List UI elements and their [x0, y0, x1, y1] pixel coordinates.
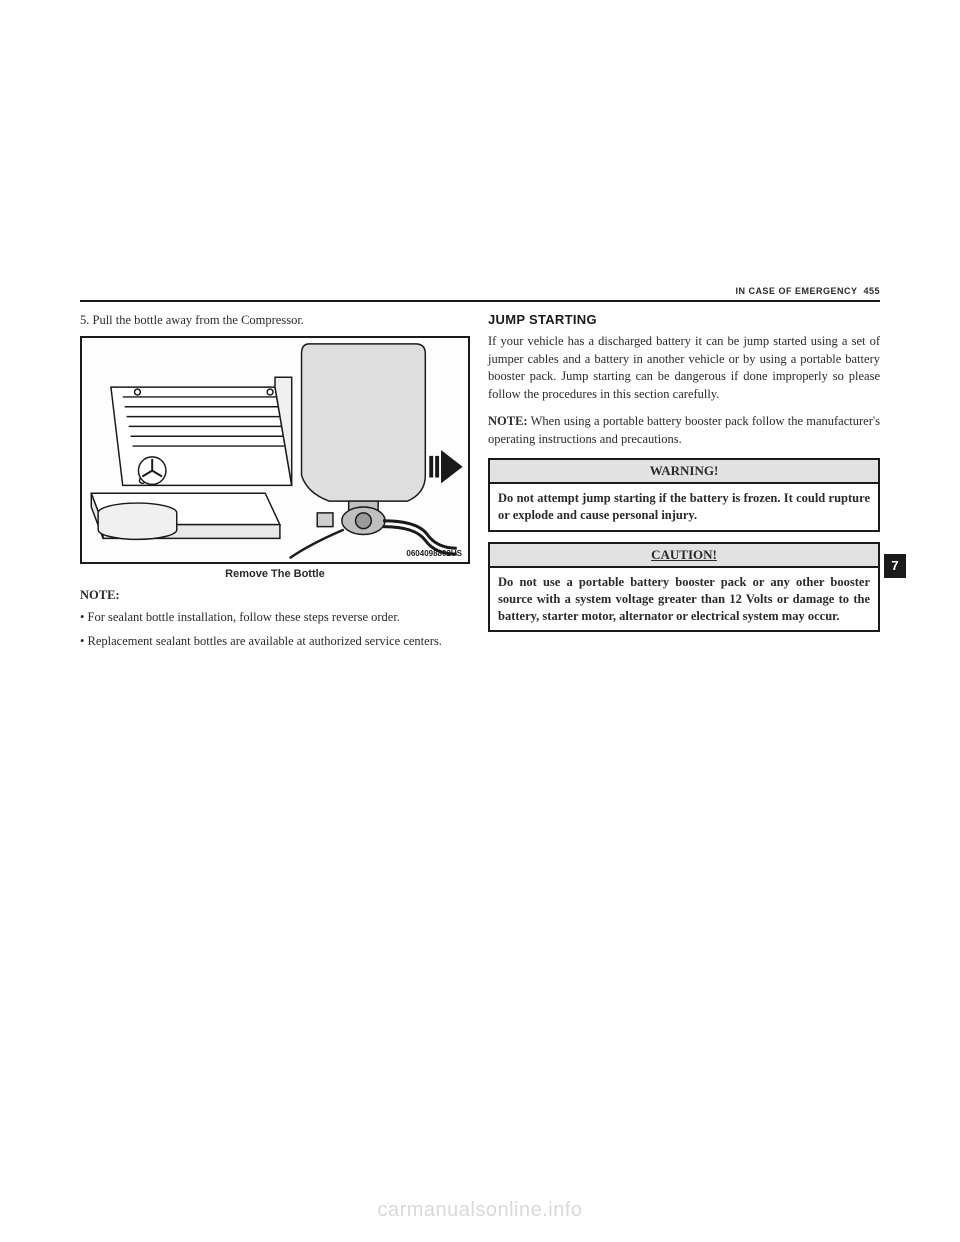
chapter-tab: 7 [884, 554, 906, 578]
caution-header: CAUTION! [490, 544, 878, 568]
header-section: IN CASE OF EMERGENCY [735, 286, 857, 296]
note-label-left: NOTE: [80, 588, 470, 603]
figure-caption: Remove The Bottle [80, 568, 470, 580]
warning-box: WARNING! Do not attempt jump starting if… [488, 458, 880, 532]
manual-page: IN CASE OF EMERGENCY 455 7 5. Pull the b… [80, 300, 880, 940]
jump-starting-intro: If your vehicle has a discharged battery… [488, 333, 880, 403]
warning-header: WARNING! [490, 460, 878, 484]
running-header: IN CASE OF EMERGENCY 455 [735, 286, 880, 296]
watermark: carmanualsonline.info [0, 1199, 960, 1222]
figure-id: 0604098802US [406, 549, 462, 558]
bullet-item: Replacement sealant bottles are availabl… [80, 633, 470, 650]
bullet-item: For sealant bottle installation, follow … [80, 609, 470, 626]
left-column: 5. Pull the bottle away from the Compres… [80, 312, 470, 658]
figure-remove-bottle: 0604098802US [80, 336, 470, 564]
caution-body: Do not use a portable battery booster pa… [490, 568, 878, 631]
warning-body: Do not attempt jump starting if the batt… [490, 484, 878, 530]
note-text-right: When using a portable battery booster pa… [488, 414, 880, 446]
note-label-right: NOTE: [488, 414, 528, 428]
step-5-text: 5. Pull the bottle away from the Compres… [80, 312, 470, 330]
header-rule [80, 300, 880, 302]
right-column: JUMP STARTING If your vehicle has a disc… [488, 312, 880, 642]
note-bullet-list: For sealant bottle installation, follow … [80, 609, 470, 651]
section-title-jump-starting: JUMP STARTING [488, 312, 880, 327]
header-page-number: 455 [863, 286, 880, 296]
jump-starting-note: NOTE: When using a portable battery boos… [488, 413, 880, 448]
caution-box: CAUTION! Do not use a portable battery b… [488, 542, 880, 633]
